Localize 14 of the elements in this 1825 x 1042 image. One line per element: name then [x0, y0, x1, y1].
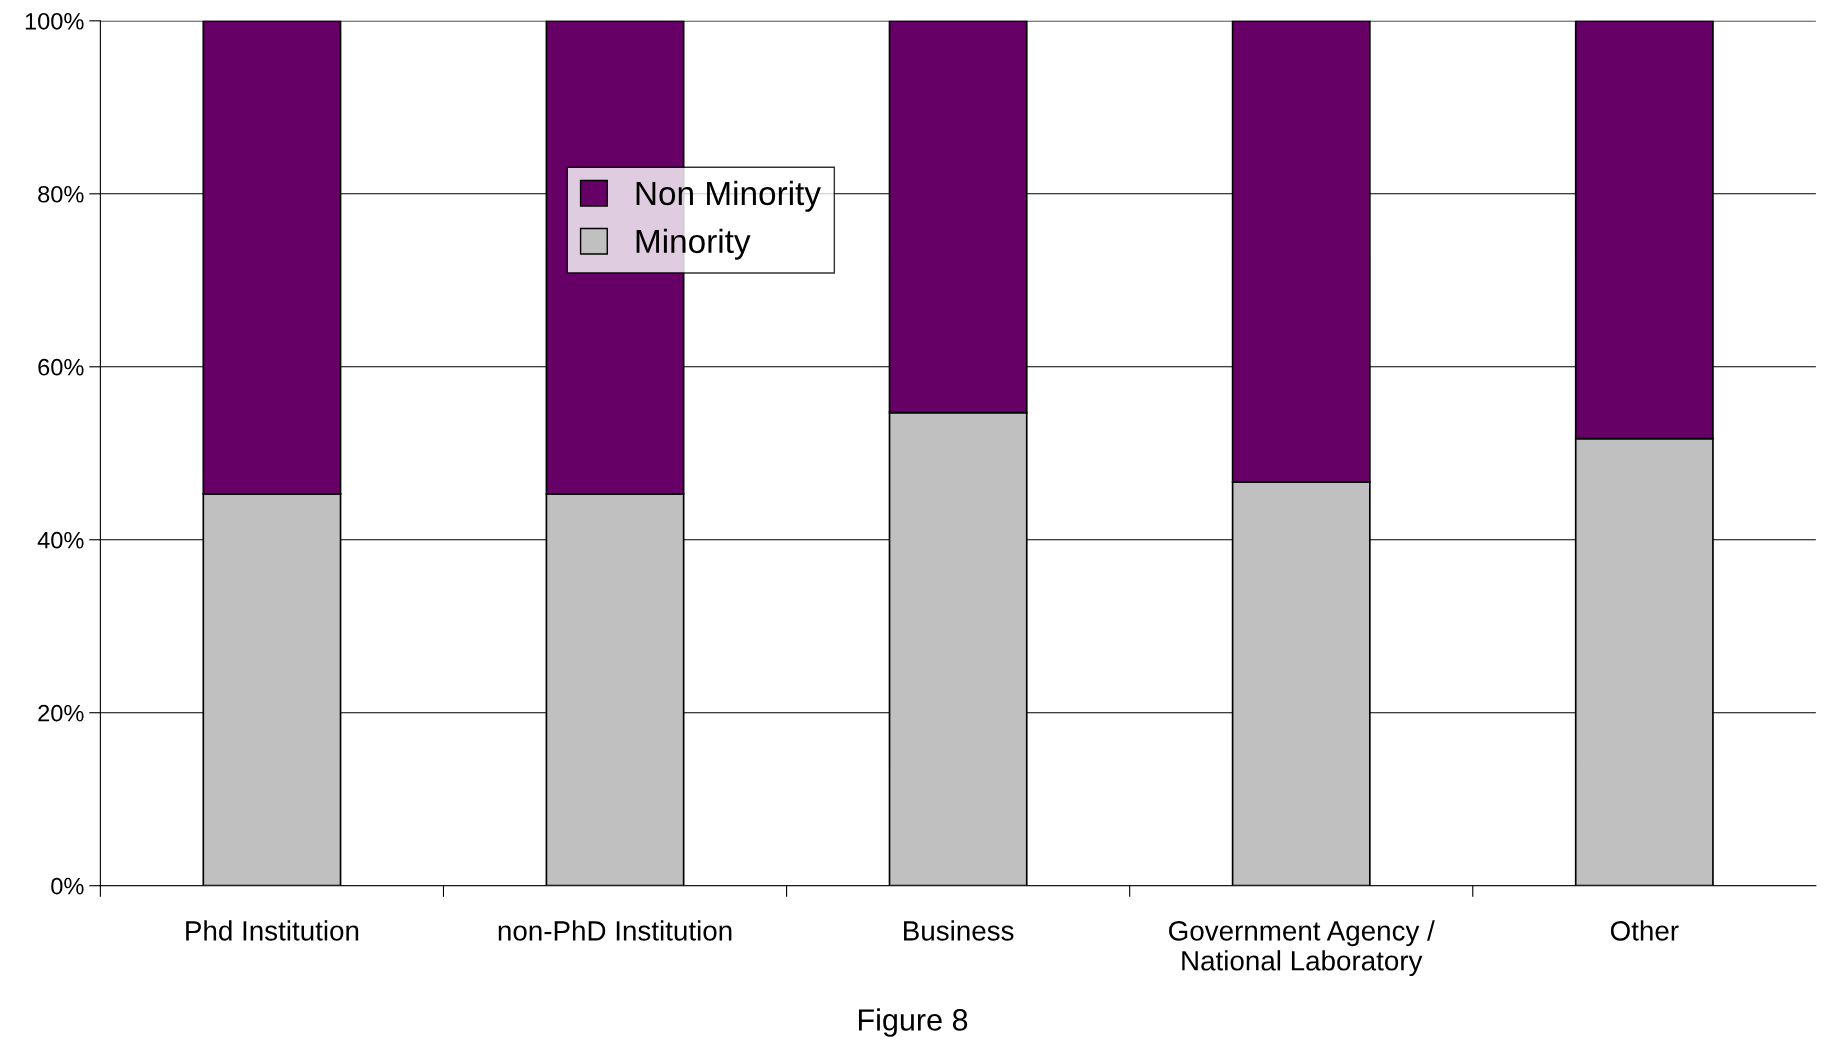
y-tick-label: 40%: [37, 531, 84, 549]
x-tick-label: Other: [1610, 920, 1679, 941]
x-tick-label: Phd Institution: [186, 920, 359, 941]
y-tick-label: 0%: [51, 877, 84, 895]
y-tick-label: 80%: [38, 185, 84, 203]
y-tick-label: 60%: [38, 358, 84, 376]
caption: Figure 8: [858, 1008, 968, 1037]
y-tick-label: 20%: [38, 704, 84, 722]
legend-label: Non Minority: [636, 180, 821, 212]
x-tick-label: Business: [904, 920, 1014, 941]
x-tick-label: non-PhD Institution: [498, 920, 732, 941]
y-tick-label: 100%: [25, 12, 84, 30]
legend-label: Minority: [636, 228, 751, 260]
x-tick-label: Government Agency / National Laboratory: [1169, 920, 1435, 977]
